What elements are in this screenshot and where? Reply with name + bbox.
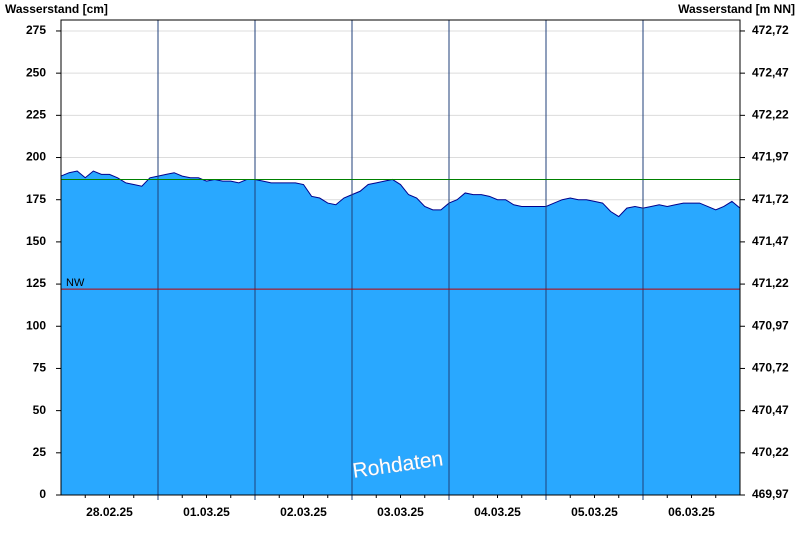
y2-tick-label: 471,47 — [752, 234, 789, 248]
line — [60, 170, 741, 218]
y2-tick-label: 470,47 — [752, 403, 789, 417]
y-tick-label: 250 — [26, 65, 46, 79]
y2-tick-label: 470,22 — [752, 445, 789, 459]
y2-tick-label: 472,22 — [752, 108, 789, 122]
x-tick-label: 01.03.25 — [183, 505, 230, 519]
x-tick-label: 03.03.25 — [377, 505, 424, 519]
x-tick-label: 06.03.25 — [668, 505, 715, 519]
y2-tick-label: 469,97 — [752, 487, 789, 501]
y2-tick-label: 470,72 — [752, 361, 789, 375]
y2-tick-label: 471,97 — [752, 150, 789, 164]
y2-tick-label: 471,22 — [752, 276, 789, 290]
x-tick-label: 05.03.25 — [571, 505, 618, 519]
y2-axis-title: Wasserstand [m NN] — [678, 2, 795, 16]
y-tick-label: 0 — [39, 487, 46, 501]
y2-tick-label: 472,72 — [752, 23, 789, 37]
reference-label: NW — [66, 277, 85, 289]
y-tick-label: 150 — [26, 234, 46, 248]
x-tick-label: 04.03.25 — [474, 505, 521, 519]
plot-frame — [60, 19, 741, 496]
y-axis-title: Wasserstand [cm] — [5, 2, 108, 16]
y-tick-label: 50 — [33, 403, 47, 417]
y-tick-label: 75 — [33, 361, 47, 375]
y-tick-label: 200 — [26, 150, 46, 164]
y2-tick-label: 472,47 — [752, 65, 789, 79]
y-tick-label: 175 — [26, 192, 46, 206]
y2-tick-label: 471,72 — [752, 192, 789, 206]
y-tick-label: 25 — [33, 445, 47, 459]
x-tick-label: 02.03.25 — [280, 505, 327, 519]
area — [61, 171, 740, 496]
y-tick-label: 125 — [26, 276, 46, 290]
y-tick-label: 100 — [26, 318, 46, 332]
y2-tick-label: 470,97 — [752, 318, 789, 332]
y-tick-label: 225 — [26, 108, 46, 122]
x-tick-label: 28.02.25 — [86, 505, 133, 519]
y-tick-label: 275 — [26, 23, 46, 37]
